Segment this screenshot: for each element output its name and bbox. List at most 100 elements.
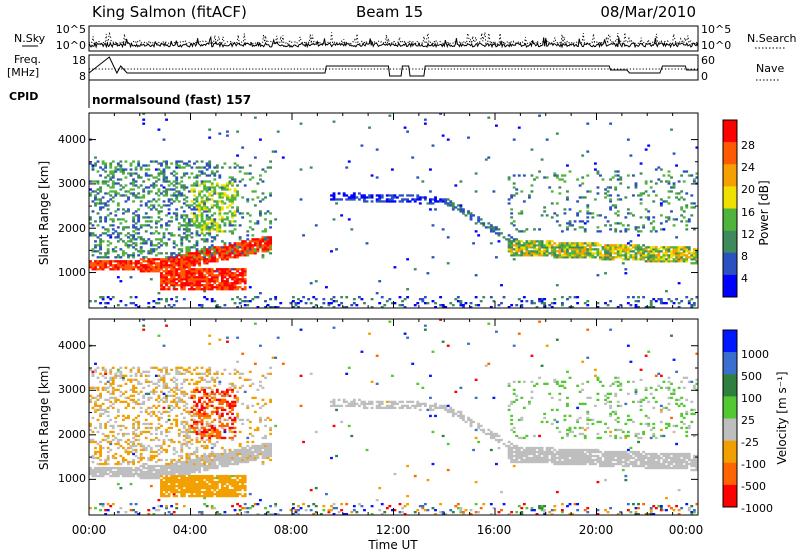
power-cell [248,240,252,243]
power-cell [522,242,526,245]
power-cell [614,256,618,259]
velocity-cell [195,490,199,494]
power-cell [220,282,224,285]
power-cell [624,258,628,261]
velocity-cell [180,464,184,468]
power-cell [616,254,620,257]
power-cell [535,240,539,243]
velocity-cell [119,400,123,404]
velocity-cell [205,460,209,464]
power-cell [695,262,699,265]
power-cell [106,266,110,269]
power-cell [177,182,181,185]
power-cell [530,244,534,247]
velocity-cell [213,482,217,486]
velocity-cell [165,474,168,478]
power-cell [190,220,194,223]
power-cell [94,204,97,207]
power-cell [198,280,201,283]
power-cell [213,188,217,191]
power-cell [596,274,600,277]
velocity-cell [198,458,201,462]
power-cell [606,190,610,193]
power-cell [205,254,209,257]
velocity-cell [137,460,141,464]
power-cell [563,212,567,215]
power-cell [545,254,549,257]
velocity-cell [175,370,179,373]
velocity-cell [167,372,171,375]
power-cell [111,174,115,177]
velocity-cell [193,422,196,426]
power-cell [243,254,247,257]
power-cell [241,250,245,253]
power-cell [104,252,108,255]
velocity-cell [195,476,199,480]
power-cell [177,264,181,267]
power-cell [182,228,186,231]
power-cell [142,196,146,199]
velocity-cell [182,426,186,430]
velocity-cell [210,490,214,494]
velocity-cell [162,386,166,390]
power-cell [154,208,158,211]
power-cell [647,258,651,261]
power-cell [261,248,265,251]
power-cell [578,184,582,187]
power-cell [228,256,232,259]
power-cell [606,246,610,249]
power-cell [652,220,656,223]
velocity-cell [177,482,181,486]
power-cell [139,224,143,227]
power-cell [149,248,153,251]
power-cell [441,200,445,203]
power-cell [256,246,260,249]
power-cell [109,212,113,215]
power-cell [446,236,450,239]
velocity-cell [203,388,207,392]
velocity-cell [218,430,222,434]
velocity-cell [200,464,204,468]
power-cell [609,254,613,257]
power-cell [218,194,222,197]
power-cell [144,266,148,269]
velocity-cell [200,404,204,408]
velocity-cell [162,366,166,369]
velocity-cell [195,436,199,440]
velocity-cell [144,436,148,440]
power-cell [162,170,166,173]
power-cell [243,304,247,307]
power-cell [96,202,100,205]
power-cell [515,250,519,253]
velocity-cell [193,396,196,400]
power-ytick-3000: 3000 [58,177,86,190]
velocity-cell [187,412,191,416]
velocity-cell [210,410,214,414]
velocity-cell [180,386,184,390]
velocity-cell [165,464,168,468]
velocity-cell [104,472,108,476]
power-cell [670,186,673,189]
power-cell [160,226,163,229]
power-cell [129,244,133,247]
velocity-cell [116,472,120,476]
velocity-cell [109,474,113,478]
velocity-cell [96,462,100,466]
power-cell [233,302,237,305]
power-cell [208,192,212,195]
velocity-cell [208,486,212,490]
velocity-cell [187,410,191,414]
power-cell [393,194,397,197]
power-cell [583,250,587,253]
power-cell [172,174,176,177]
power-cell [119,222,123,225]
power-cell [226,282,229,285]
power-cell [231,252,234,255]
power-cell [116,226,120,229]
power-cell [540,244,544,247]
power-cell [152,160,156,163]
power-cell [198,222,201,225]
velocity-cell [208,492,212,496]
velocity-cell [177,486,181,490]
velocity-cell [200,426,204,430]
